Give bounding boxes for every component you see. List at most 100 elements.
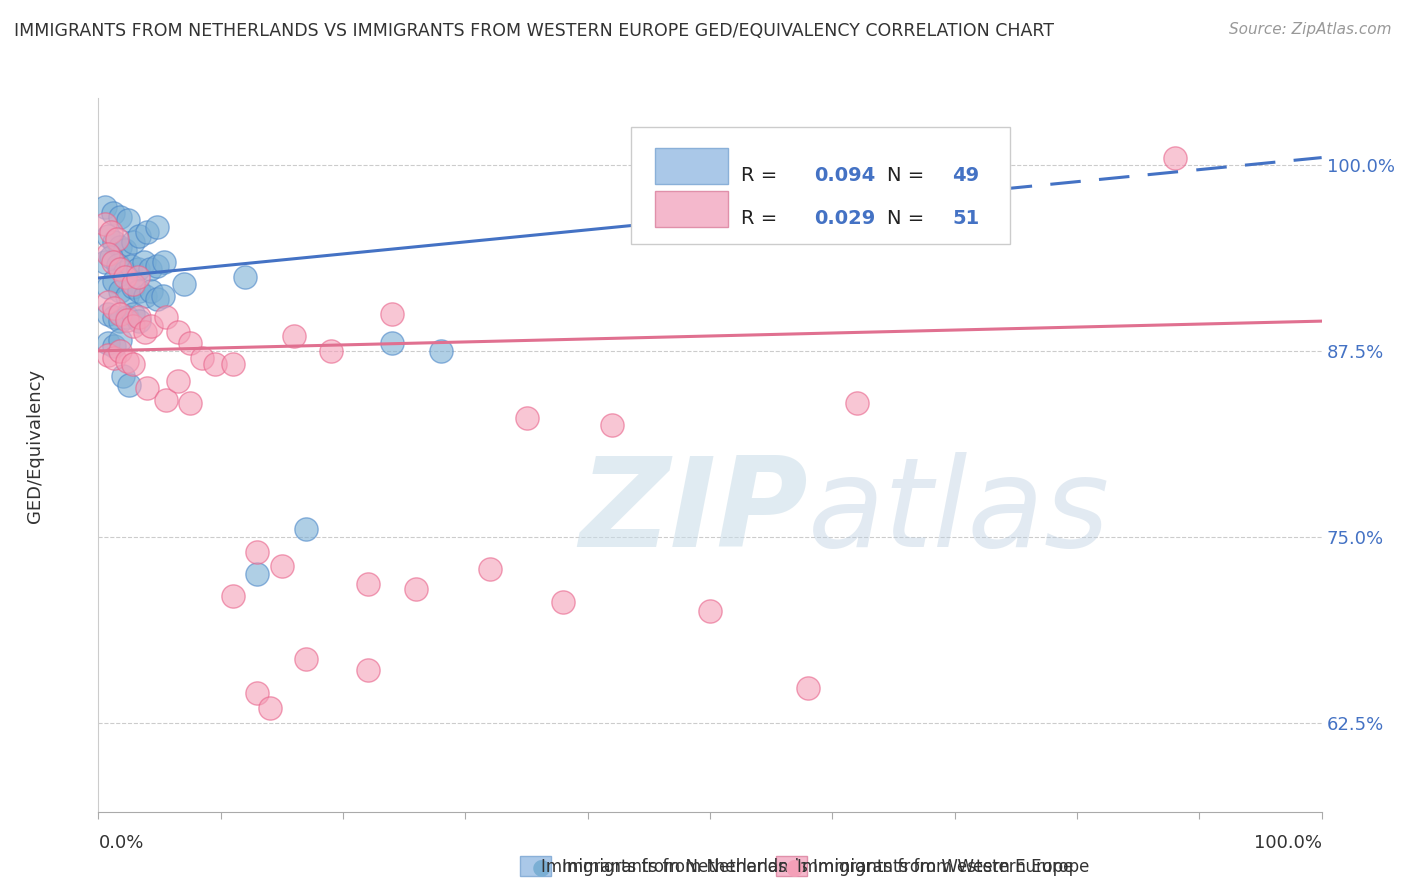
Point bbox=[110, 240, 132, 254]
Point bbox=[115, 354, 138, 368]
Text: Immigrants from Western Europe: Immigrants from Western Europe bbox=[813, 858, 1090, 876]
Point bbox=[233, 269, 256, 284]
Point bbox=[114, 269, 136, 284]
Text: ●: ● bbox=[531, 857, 551, 877]
Point bbox=[134, 325, 156, 339]
Text: ●: ● bbox=[785, 857, 804, 877]
Point bbox=[110, 314, 132, 328]
Point bbox=[127, 262, 149, 277]
Point bbox=[121, 277, 143, 291]
Point bbox=[115, 289, 138, 303]
Point bbox=[136, 225, 159, 239]
Point bbox=[128, 229, 150, 244]
Point bbox=[146, 259, 169, 273]
Point bbox=[139, 262, 162, 277]
Point bbox=[100, 225, 122, 239]
Point bbox=[121, 280, 143, 294]
Text: R =: R = bbox=[741, 166, 783, 185]
Point bbox=[111, 369, 134, 384]
Text: N =: N = bbox=[887, 209, 931, 227]
Point bbox=[146, 220, 169, 235]
Point bbox=[115, 312, 138, 326]
Point bbox=[1164, 151, 1187, 165]
Point bbox=[128, 314, 150, 328]
Point bbox=[139, 285, 162, 299]
Point bbox=[121, 307, 143, 321]
Point bbox=[478, 562, 501, 576]
Bar bbox=[520, 856, 551, 876]
Point bbox=[134, 289, 156, 303]
Point bbox=[93, 218, 115, 232]
Point bbox=[152, 289, 174, 303]
Point bbox=[110, 343, 132, 358]
Point bbox=[356, 577, 378, 591]
Point bbox=[845, 396, 868, 410]
Point bbox=[115, 310, 138, 324]
Point bbox=[110, 334, 132, 348]
Point bbox=[246, 566, 269, 581]
Point bbox=[117, 213, 139, 227]
Point bbox=[381, 307, 404, 321]
Point bbox=[699, 604, 721, 618]
Point bbox=[100, 250, 122, 264]
Point bbox=[101, 254, 124, 268]
Text: 0.0%: 0.0% bbox=[98, 834, 143, 852]
Point bbox=[553, 595, 575, 609]
Point bbox=[270, 559, 294, 574]
Point bbox=[797, 681, 820, 696]
Point bbox=[121, 357, 143, 371]
Point bbox=[93, 200, 115, 214]
Point bbox=[114, 265, 136, 279]
Point bbox=[259, 700, 281, 714]
Point bbox=[246, 544, 269, 558]
Point bbox=[107, 258, 129, 272]
Point bbox=[110, 285, 132, 299]
Point bbox=[97, 348, 120, 362]
Point bbox=[246, 686, 269, 700]
Point bbox=[295, 522, 318, 536]
Bar bbox=[655, 148, 728, 184]
Point bbox=[295, 651, 318, 665]
Text: Immigrants from Netherlands: Immigrants from Netherlands bbox=[541, 858, 787, 876]
Text: R =: R = bbox=[741, 209, 783, 227]
Point bbox=[97, 336, 120, 351]
Point bbox=[127, 269, 149, 284]
Point bbox=[167, 325, 190, 339]
Point bbox=[405, 582, 427, 596]
Point bbox=[146, 292, 169, 306]
Text: Immigrants from Western Europe: Immigrants from Western Europe bbox=[797, 858, 1074, 876]
Text: 49: 49 bbox=[952, 166, 980, 185]
Point bbox=[132, 254, 155, 268]
Point bbox=[118, 378, 141, 392]
Point bbox=[139, 318, 162, 333]
Point bbox=[167, 374, 190, 388]
Point bbox=[191, 351, 214, 366]
Point bbox=[103, 274, 125, 288]
Point bbox=[356, 664, 378, 678]
Point bbox=[153, 254, 176, 268]
Text: 0.029: 0.029 bbox=[814, 209, 876, 227]
Point bbox=[97, 280, 120, 294]
Point bbox=[600, 418, 623, 433]
Point bbox=[283, 329, 305, 343]
Text: atlas: atlas bbox=[808, 451, 1109, 573]
Point bbox=[105, 232, 128, 246]
Point bbox=[97, 229, 120, 244]
Text: Immigrants from Netherlands: Immigrants from Netherlands bbox=[562, 858, 808, 876]
Point bbox=[101, 205, 124, 219]
Point bbox=[93, 254, 115, 268]
Text: ZIP: ZIP bbox=[579, 451, 808, 573]
FancyBboxPatch shape bbox=[630, 127, 1010, 244]
Point bbox=[110, 210, 132, 224]
Text: N =: N = bbox=[887, 166, 931, 185]
Point bbox=[222, 589, 245, 603]
Text: 0.094: 0.094 bbox=[814, 166, 876, 185]
Text: 51: 51 bbox=[952, 209, 980, 227]
Point bbox=[179, 396, 201, 410]
Text: Source: ZipAtlas.com: Source: ZipAtlas.com bbox=[1229, 22, 1392, 37]
Point bbox=[121, 318, 143, 333]
Point bbox=[155, 310, 177, 324]
Point bbox=[128, 310, 150, 324]
Text: GED/Equivalency: GED/Equivalency bbox=[27, 369, 44, 523]
Point bbox=[128, 285, 150, 299]
